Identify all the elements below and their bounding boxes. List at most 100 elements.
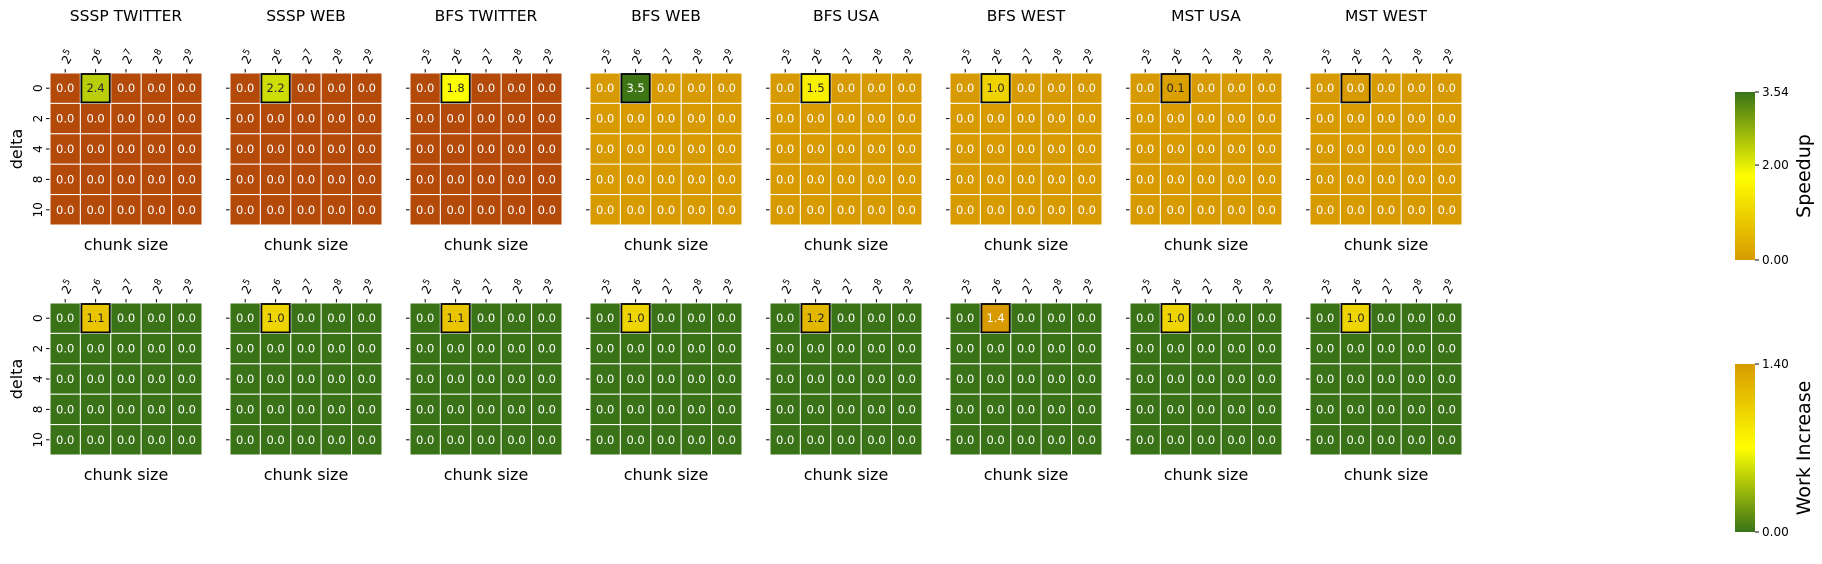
cell-value-label: 0.0: [898, 112, 916, 126]
cell-value-label: 0.0: [596, 372, 614, 386]
heatmap-cell: [949, 332, 981, 365]
cell-value-label: 0.0: [867, 342, 885, 356]
heatmap-cell: [470, 393, 502, 426]
x-axis-label: chunk size: [1344, 465, 1429, 484]
cell-value-label: 0.0: [86, 112, 104, 126]
cell-value-label: 0.0: [898, 142, 916, 156]
cell-value-label: 0.0: [986, 112, 1004, 126]
cell-value-label: 0.0: [236, 402, 254, 416]
heatmap-cell: [1071, 194, 1103, 226]
cell-value-label: 0.0: [327, 433, 345, 447]
cell-value-label: 0.0: [1136, 81, 1154, 95]
cell-value-label: 0.0: [1047, 372, 1065, 386]
x-axis-label: chunk size: [1164, 465, 1249, 484]
x-tick-label: 27: [1019, 277, 1039, 296]
x-axis-label: chunk size: [624, 465, 709, 484]
cell-value-label: 0.0: [178, 342, 196, 356]
cell-value-label: 0.0: [507, 433, 525, 447]
cell-value-label: 0.0: [837, 433, 855, 447]
x-tick-label: 26: [988, 277, 1008, 296]
cell-value-label: 0.0: [806, 142, 824, 156]
cell-value-label: 0.0: [1407, 372, 1425, 386]
heatmap-panel: 25 26 27 28 29 0.0 1.0 0.0 0.0 0.0 0.0 0.0 0.0 0.0 0.0…: [586, 277, 743, 484]
cell-value-label: 0.0: [236, 372, 254, 386]
heatmap-cell: [290, 363, 322, 395]
cell-value-label: 0.0: [1407, 311, 1425, 325]
cell-value-label: 0.0: [718, 203, 736, 217]
cell-value-label: 0.0: [1227, 203, 1245, 217]
colorbar-tick-label: 3.54: [1762, 85, 1789, 99]
heatmap-cell: [979, 102, 1012, 135]
x-tick-label: 28: [329, 47, 349, 66]
cell-value-label: 0.0: [776, 112, 794, 126]
heatmap-cell: [79, 393, 112, 426]
cell-value-label: 0.0: [1346, 433, 1364, 447]
panel-title: SSSP WEB: [266, 7, 346, 25]
heatmap-cell: [891, 363, 923, 395]
x-tick-label: 27: [1199, 277, 1219, 296]
cell-value-label: 0.0: [1047, 112, 1065, 126]
cell-value-label: 0.0: [117, 311, 135, 325]
cell-value-label: 0.0: [507, 142, 525, 156]
heatmap-cell: [259, 424, 292, 456]
cell-value-label: 0.0: [1017, 402, 1035, 416]
cell-value-label: 0.0: [1258, 172, 1276, 186]
cell-value-label: 0.0: [297, 172, 315, 186]
cell-value-label: 0.0: [1136, 311, 1154, 325]
y-axis-label: delta: [7, 129, 26, 170]
cell-value-label: 0.0: [1316, 342, 1334, 356]
heatmap-cell: [1071, 163, 1103, 196]
heatmap-cell: [680, 302, 713, 334]
cell-value-label: 0.0: [806, 172, 824, 186]
cell-value-label: 0.0: [147, 342, 165, 356]
x-tick-label: 29: [539, 47, 559, 66]
cell-value-label: 0.0: [687, 402, 705, 416]
cell-value-label: 0.0: [416, 203, 434, 217]
cell-value-label: 0.0: [117, 402, 135, 416]
heatmap-cell: [1010, 102, 1042, 135]
x-tick-label: 25: [418, 277, 438, 296]
heatmap-cell: [1309, 424, 1341, 456]
panel-title: SSSP TWITTER: [70, 7, 183, 25]
heatmap-cell: [1190, 393, 1222, 426]
y-tick-label: 2: [31, 345, 45, 353]
cell-value-label: 0.0: [718, 112, 736, 126]
cell-value-label: 0.0: [117, 433, 135, 447]
cell-value-label: 0.0: [327, 112, 345, 126]
x-tick-label: 28: [689, 277, 709, 296]
heatmap-panel: MST WEST 25 26 27 28 29 0.0 0.0 0.0 0.0 0.0 0.0 0.0 0…: [1306, 7, 1463, 254]
cell-value-label: 0.0: [837, 311, 855, 325]
x-tick-label: 28: [1409, 47, 1429, 66]
cell-value-label: 0.0: [358, 203, 376, 217]
x-tick-label: 25: [418, 47, 438, 66]
heatmap-cell: [531, 102, 563, 135]
x-tick-label: 27: [1199, 47, 1219, 66]
cell-value-label: 0.0: [806, 342, 824, 356]
heatmap-cell: [531, 424, 563, 456]
highlight-cell-border: [1340, 303, 1371, 334]
cell-value-label: 0.0: [1316, 81, 1334, 95]
heatmap-cell: [1431, 102, 1463, 135]
heatmap-cell: [891, 133, 923, 165]
cell-value-label: 0.0: [1166, 433, 1184, 447]
cell-value-label: 0.0: [1316, 172, 1334, 186]
heatmap-cell: [830, 424, 862, 456]
heatmap-cell: [1071, 102, 1103, 135]
cell-value-label: 0.0: [477, 81, 495, 95]
cell-value-label: 0.0: [1047, 402, 1065, 416]
x-tick-label: 26: [88, 47, 108, 66]
heatmap-cell: [470, 332, 502, 365]
x-tick-label: 29: [1259, 47, 1279, 66]
cell-value-label: 0.0: [898, 402, 916, 416]
cell-value-label: 0.0: [416, 433, 434, 447]
x-tick-label: 27: [299, 47, 319, 66]
heatmap-cell: [229, 194, 261, 226]
cell-value-label: 0.0: [986, 402, 1004, 416]
cell-value-label: 0.0: [806, 433, 824, 447]
cell-value-label: 0.0: [1047, 433, 1065, 447]
heatmap-cell: [769, 194, 801, 226]
cell-value-label: 0.0: [1227, 81, 1245, 95]
cell-value-label: 0.0: [117, 172, 135, 186]
y-tick-label: 0: [31, 314, 45, 322]
cell-value-label: 0.0: [1197, 172, 1215, 186]
